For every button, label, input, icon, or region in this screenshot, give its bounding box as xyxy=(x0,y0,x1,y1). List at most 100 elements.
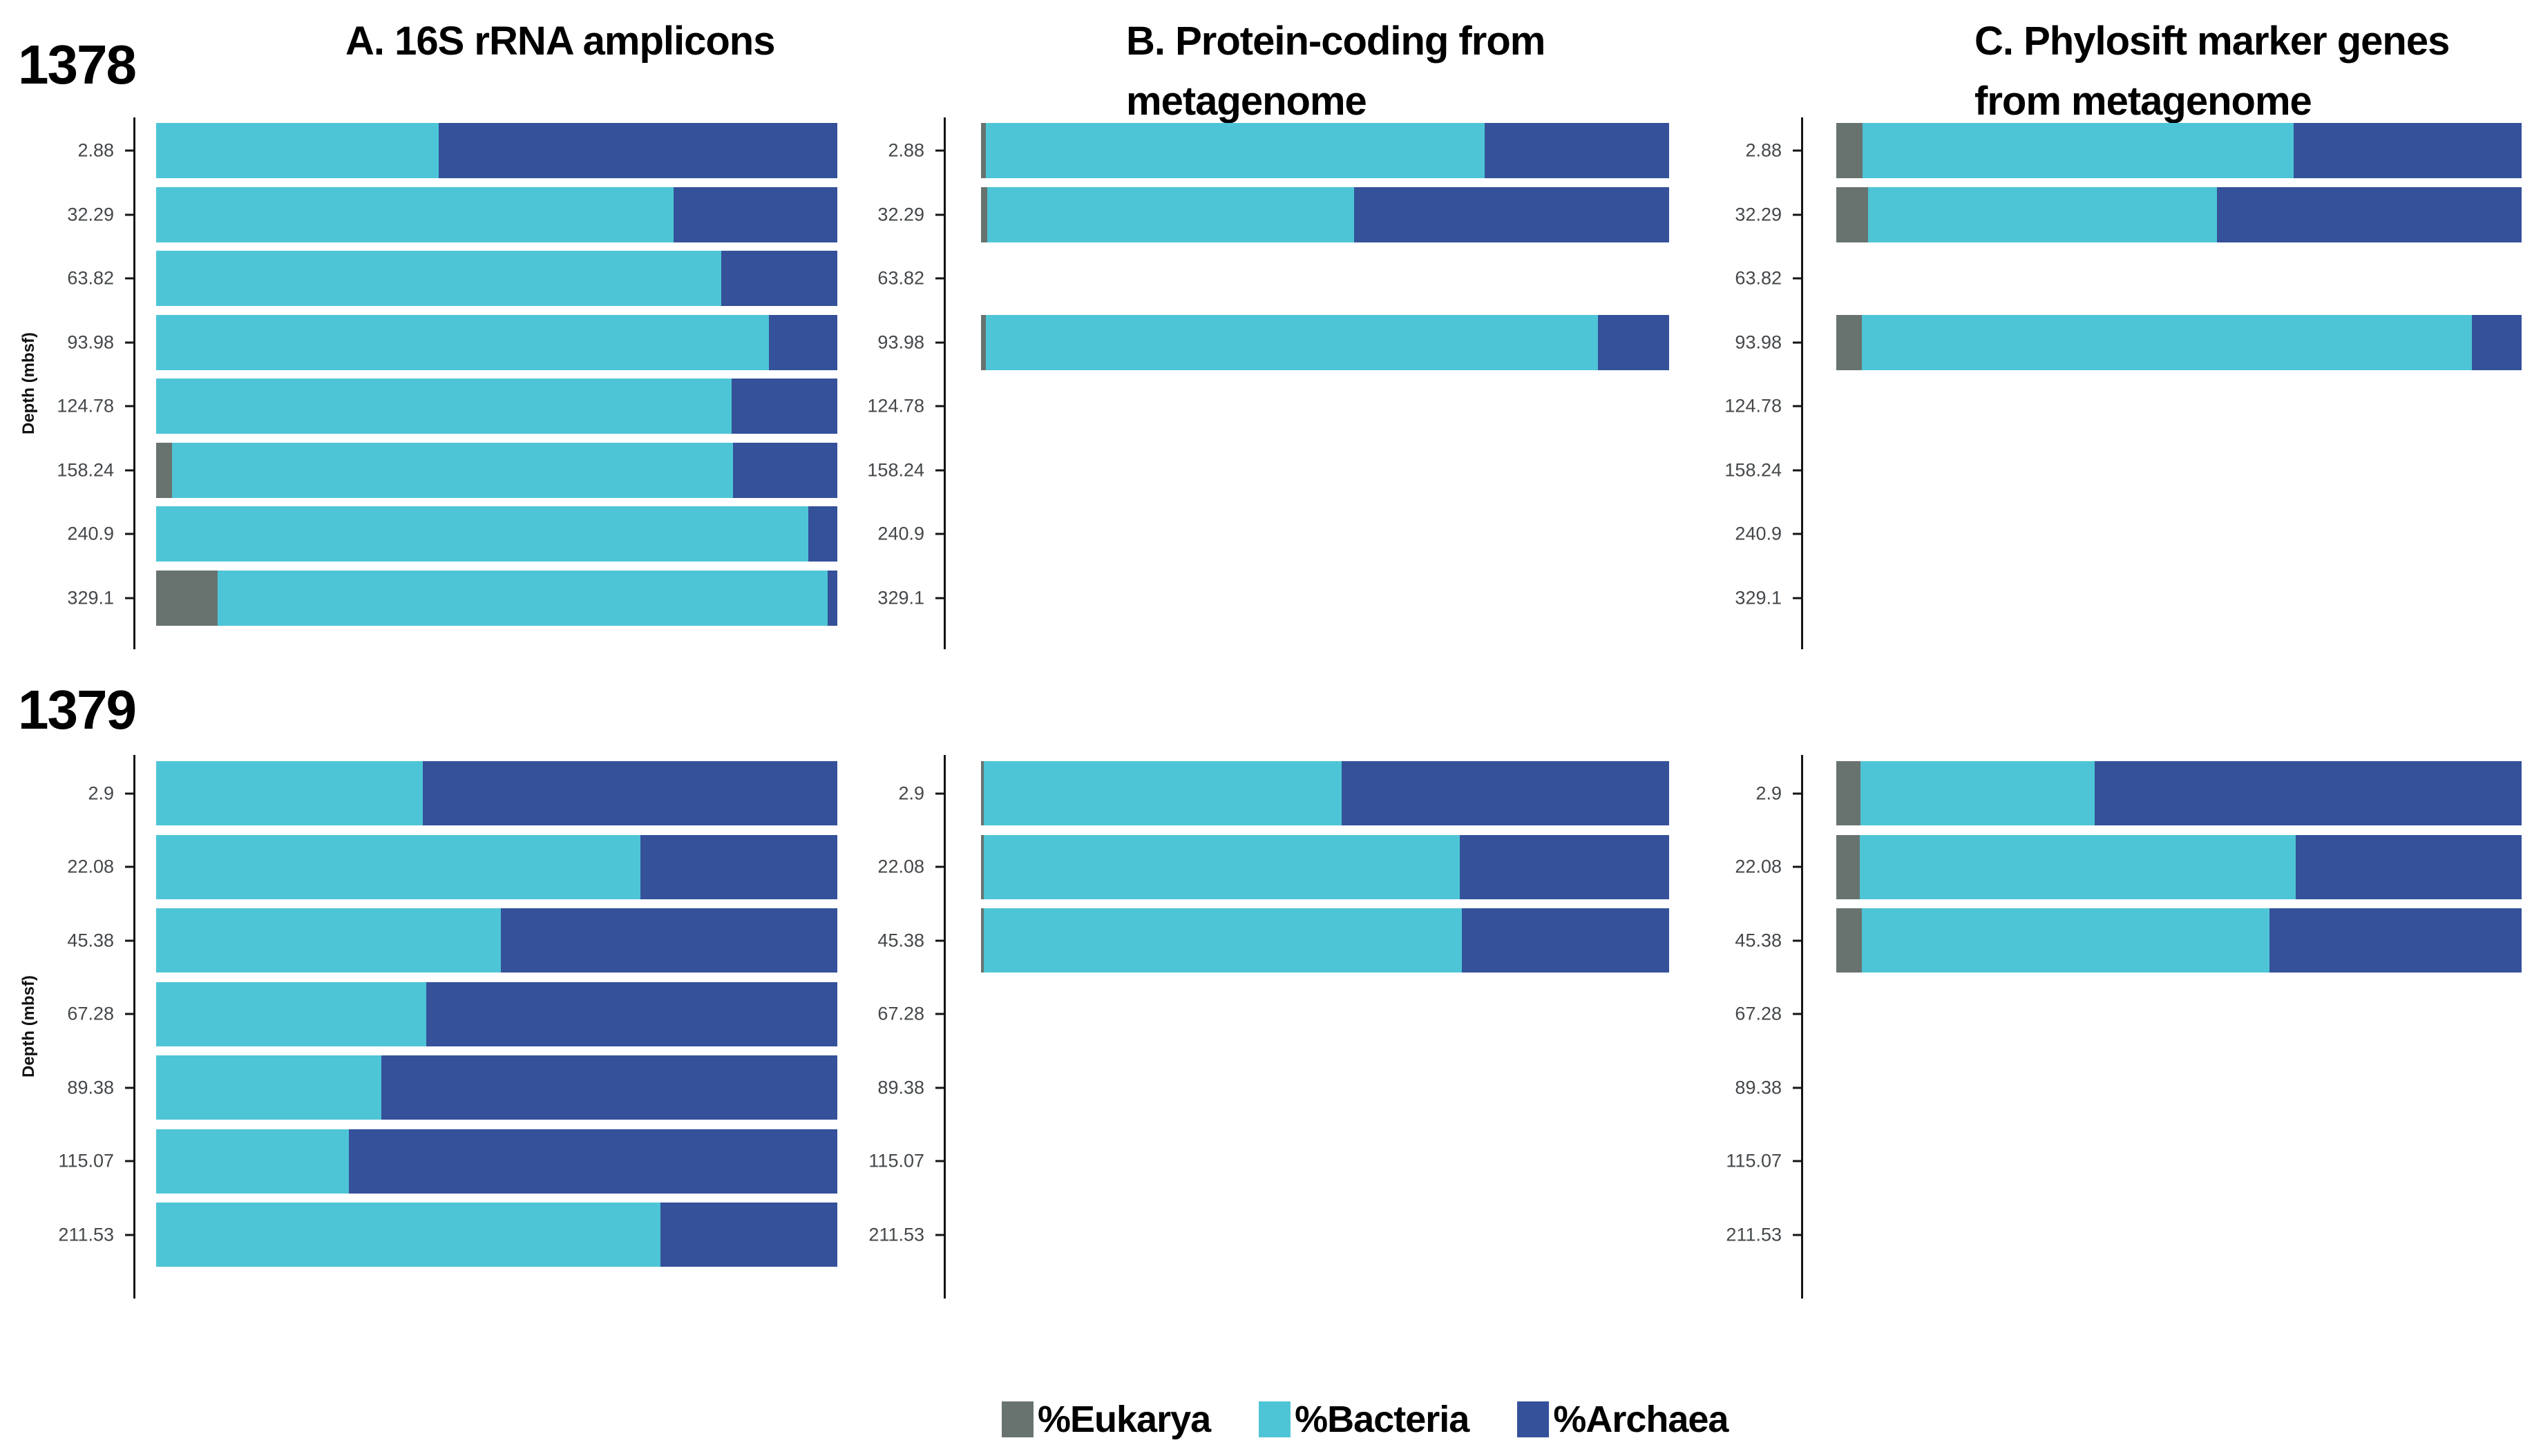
y-tick-label: 329.1 xyxy=(67,587,114,608)
y-tick-mark xyxy=(935,213,944,215)
bars-area: 2.9 22.08 45.38 67.28 89.38 115.07 211.53 xyxy=(1679,761,2522,1276)
segment-eukarya xyxy=(981,314,986,370)
stacked-bar xyxy=(981,834,1669,899)
y-tick-label: 115.07 xyxy=(58,1150,114,1171)
chart-row-depth-240.9: 240.9 xyxy=(1679,506,2522,562)
segment-archaea xyxy=(349,1129,837,1194)
chart-row-depth-124.78: 124.78 xyxy=(1679,379,2522,434)
segment-eukarya xyxy=(981,123,986,178)
segment-bacteria xyxy=(156,1203,660,1267)
segment-eukarya xyxy=(1836,761,1860,825)
stacked-bar xyxy=(1836,908,2522,973)
y-axis-line xyxy=(1801,755,1803,1299)
y-tick-mark xyxy=(125,149,133,152)
chart-row-depth-158.24: 158.24 xyxy=(1679,443,2522,498)
y-tick-mark xyxy=(1793,405,1801,408)
stacked-bar xyxy=(981,761,1669,825)
segment-archaea xyxy=(439,123,837,178)
chart-row-depth-89.38: 89.38 xyxy=(14,1055,837,1120)
y-tick-mark xyxy=(1793,1086,1801,1089)
chart-row-depth-240.9: 240.9 xyxy=(14,506,837,562)
y-tick-mark xyxy=(935,939,944,941)
chart-panel-1379-phylosift: 2.9 22.08 45.38 67.28 89.38 115.07 211.53 xyxy=(1679,755,2522,1299)
y-tick-mark xyxy=(935,1086,944,1089)
chart-row-depth-63.82: 63.82 xyxy=(14,251,837,306)
y-tick-label: 240.9 xyxy=(877,523,924,544)
stacked-bar xyxy=(156,1203,837,1267)
segment-eukarya xyxy=(1836,314,1862,370)
y-tick-mark xyxy=(1793,533,1801,535)
segment-bacteria xyxy=(156,379,732,434)
y-tick-mark xyxy=(1793,865,1801,868)
segment-bacteria xyxy=(1859,834,2296,899)
segment-bacteria xyxy=(985,314,1599,370)
stacked-bar xyxy=(156,981,837,1046)
segment-eukarya xyxy=(1836,123,1863,178)
y-tick-label: 158.24 xyxy=(867,459,924,480)
segment-bacteria xyxy=(156,314,770,370)
segment-archaea xyxy=(674,186,837,242)
chart-row-depth-32.29: 32.29 xyxy=(1679,186,2522,242)
chart-row-depth-158.24: 158.24 xyxy=(822,443,1669,498)
y-tick-mark xyxy=(935,865,944,868)
y-tick-label: 124.78 xyxy=(867,395,924,416)
panel-title-16s-amplicons: A. 16S rRNA amplicons xyxy=(345,19,775,64)
stacked-bar xyxy=(156,1129,837,1194)
segment-archaea xyxy=(2216,186,2522,242)
segment-eukarya xyxy=(1836,186,1868,242)
y-tick-label: 22.08 xyxy=(1735,856,1782,877)
y-tick-mark xyxy=(125,341,133,343)
stacked-bar xyxy=(1836,761,2522,825)
chart-row-depth-329.1: 329.1 xyxy=(14,570,837,626)
y-tick-mark xyxy=(125,1086,133,1089)
chart-row-depth-45.38: 45.38 xyxy=(1679,908,2522,973)
y-tick-mark xyxy=(1793,1160,1801,1162)
chart-panel-1378-protein-coding: 2.88 32.29 63.82 93.98 124.78 158.24 240.9 329.… xyxy=(822,117,1669,649)
segment-eukarya xyxy=(1836,834,1860,899)
site-label-1379: 1379 xyxy=(18,679,137,740)
stacked-bar xyxy=(156,186,837,242)
stacked-bar xyxy=(156,506,837,562)
segment-bacteria xyxy=(156,123,439,178)
panel-title-phylosift: C. Phylosift marker genes from metagenom… xyxy=(1974,19,2450,124)
segment-eukarya xyxy=(981,761,984,825)
segment-archaea xyxy=(426,981,837,1046)
y-tick-label: 240.9 xyxy=(67,523,114,544)
chart-row-depth-2.9: 2.9 xyxy=(1679,761,2522,825)
segment-archaea xyxy=(381,1055,837,1120)
segment-eukarya xyxy=(981,186,987,242)
y-tick-label: 93.98 xyxy=(67,332,114,352)
chart-row-depth-2.88: 2.88 xyxy=(1679,123,2522,178)
y-tick-label: 211.53 xyxy=(58,1224,114,1245)
segment-archaea xyxy=(1353,186,1669,242)
y-tick-label: 22.08 xyxy=(877,856,924,877)
y-tick-label: 115.07 xyxy=(1726,1150,1782,1171)
chart-row-depth-22.08: 22.08 xyxy=(822,834,1669,899)
segment-bacteria xyxy=(987,186,1354,242)
y-tick-label: 124.78 xyxy=(57,395,114,416)
segment-eukarya xyxy=(156,442,172,498)
chart-row-depth-2.88: 2.88 xyxy=(14,123,837,178)
chart-row-depth-158.24: 158.24 xyxy=(14,442,837,498)
segment-archaea xyxy=(2295,834,2522,899)
segment-eukarya xyxy=(981,834,984,899)
y-tick-label: 2.9 xyxy=(1755,783,1782,803)
legend-item-bacteria: %Bacteria xyxy=(1259,1398,1469,1441)
bars-area: 2.9 22.08 45.38 67.28 89.38 115.07 211.53 xyxy=(822,761,1669,1276)
y-tick-label: 329.1 xyxy=(1735,587,1782,608)
bars-area: 2.88 32.29 63.82 93.98 124.78 158.24 240.9 329.… xyxy=(14,123,837,634)
y-tick-label: 45.38 xyxy=(1735,930,1782,950)
y-tick-mark xyxy=(1793,341,1801,343)
stacked-bar xyxy=(981,123,1669,178)
bars-area: 2.88 32.29 63.82 93.98 124.78 158.24 240.9 329.… xyxy=(822,123,1669,634)
y-tick-mark xyxy=(935,597,944,599)
stacked-bar xyxy=(1836,186,2522,242)
archaea-swatch-icon xyxy=(1517,1401,1550,1437)
segment-eukarya xyxy=(1836,908,1862,973)
segment-bacteria xyxy=(1861,314,2472,370)
y-tick-label: 240.9 xyxy=(1735,523,1782,544)
segment-bacteria xyxy=(983,834,1460,899)
y-tick-mark xyxy=(125,469,133,471)
segment-bacteria xyxy=(156,251,722,306)
